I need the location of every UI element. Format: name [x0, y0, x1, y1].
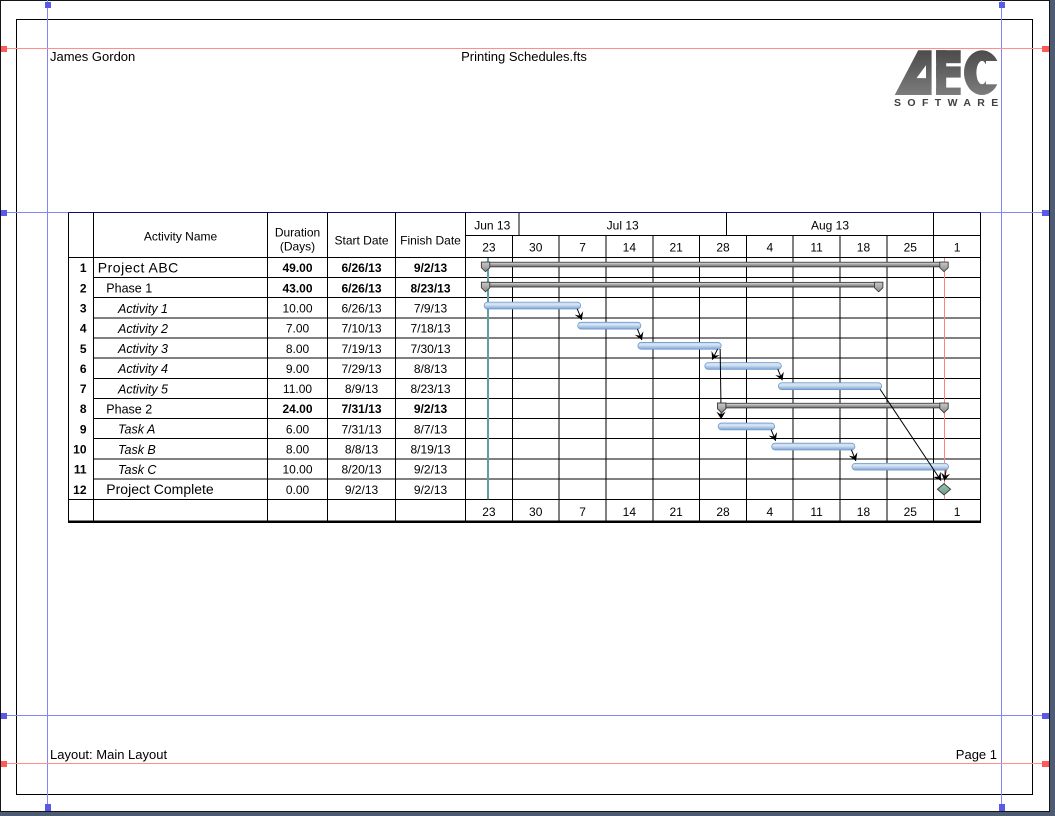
svg-text:11: 11 — [810, 505, 823, 519]
svg-text:25: 25 — [904, 505, 918, 519]
svg-text:8/19/13: 8/19/13 — [410, 443, 450, 457]
svg-text:7/29/13: 7/29/13 — [341, 362, 381, 376]
svg-text:Activity Name: Activity Name — [144, 230, 218, 244]
svg-text:7/30/13: 7/30/13 — [410, 342, 450, 356]
svg-text:11.00: 11.00 — [283, 382, 312, 396]
svg-text:Activity 5: Activity 5 — [117, 382, 168, 396]
svg-text:Jul 13: Jul 13 — [607, 219, 639, 233]
svg-text:23: 23 — [482, 241, 496, 255]
svg-text:23: 23 — [482, 505, 496, 519]
svg-text:Activity 2: Activity 2 — [117, 322, 168, 336]
svg-text:7: 7 — [80, 382, 87, 396]
svg-text:7/19/13: 7/19/13 — [341, 342, 381, 356]
svg-text:4: 4 — [766, 505, 773, 519]
svg-text:8/23/13: 8/23/13 — [410, 281, 450, 295]
svg-text:7/31/13: 7/31/13 — [341, 422, 381, 436]
svg-text:2: 2 — [80, 281, 87, 295]
svg-text:Task A: Task A — [118, 423, 155, 437]
svg-text:4: 4 — [766, 241, 773, 255]
svg-text:30: 30 — [529, 505, 543, 519]
svg-text:6/26/13: 6/26/13 — [341, 261, 381, 275]
svg-text:Task B: Task B — [118, 443, 156, 457]
svg-text:9/2/13: 9/2/13 — [414, 261, 448, 275]
svg-text:Activity 4: Activity 4 — [117, 362, 168, 376]
svg-text:8/23/13: 8/23/13 — [410, 382, 450, 396]
svg-text:8: 8 — [80, 402, 87, 416]
svg-text:9: 9 — [80, 422, 87, 436]
svg-text:8/8/13: 8/8/13 — [345, 443, 379, 457]
svg-text:Project Complete: Project Complete — [106, 481, 214, 497]
svg-text:12: 12 — [73, 483, 87, 497]
svg-text:6/26/13: 6/26/13 — [341, 281, 381, 295]
svg-text:7: 7 — [579, 241, 586, 255]
svg-text:7.00: 7.00 — [286, 322, 310, 336]
svg-text:Activity 1: Activity 1 — [117, 302, 168, 316]
svg-text:Duration: Duration — [275, 226, 320, 240]
svg-text:11: 11 — [74, 463, 87, 477]
svg-text:9/2/13: 9/2/13 — [414, 463, 448, 477]
svg-text:7/31/13: 7/31/13 — [341, 402, 381, 416]
svg-text:6.00: 6.00 — [286, 422, 310, 436]
svg-text:Phase 2: Phase 2 — [106, 403, 152, 417]
svg-text:Finish Date: Finish Date — [400, 234, 461, 248]
svg-text:3: 3 — [80, 301, 87, 315]
svg-text:28: 28 — [716, 505, 730, 519]
svg-text:1: 1 — [954, 505, 961, 519]
svg-text:7/9/13: 7/9/13 — [414, 301, 448, 315]
svg-text:18: 18 — [857, 241, 871, 255]
svg-text:9.00: 9.00 — [286, 362, 310, 376]
svg-text:7/10/13: 7/10/13 — [341, 322, 381, 336]
svg-text:1: 1 — [80, 261, 87, 275]
svg-text:21: 21 — [670, 505, 684, 519]
svg-text:(Days): (Days) — [280, 240, 315, 254]
svg-text:8.00: 8.00 — [286, 443, 310, 457]
svg-text:25: 25 — [904, 241, 918, 255]
svg-text:8.00: 8.00 — [286, 342, 310, 356]
svg-text:Activity 3: Activity 3 — [117, 342, 168, 356]
svg-text:14: 14 — [623, 241, 637, 255]
svg-text:10.00: 10.00 — [282, 301, 312, 315]
svg-text:Aug 13: Aug 13 — [811, 219, 849, 233]
svg-text:9/2/13: 9/2/13 — [414, 402, 448, 416]
svg-text:6: 6 — [80, 362, 87, 376]
svg-text:43.00: 43.00 — [282, 281, 312, 295]
svg-text:8/7/13: 8/7/13 — [414, 422, 448, 436]
svg-text:49.00: 49.00 — [282, 261, 312, 275]
svg-text:14: 14 — [623, 505, 637, 519]
svg-text:7/18/13: 7/18/13 — [410, 322, 450, 336]
svg-text:Jun 13: Jun 13 — [474, 219, 510, 233]
svg-text:Phase 1: Phase 1 — [106, 282, 152, 296]
svg-text:9/2/13: 9/2/13 — [345, 483, 379, 497]
svg-text:9/2/13: 9/2/13 — [414, 483, 448, 497]
svg-text:8/20/13: 8/20/13 — [341, 463, 381, 477]
svg-text:10.00: 10.00 — [282, 463, 312, 477]
svg-text:8/8/13: 8/8/13 — [414, 362, 448, 376]
svg-text:5: 5 — [80, 342, 87, 356]
svg-text:7: 7 — [579, 505, 586, 519]
svg-text:0.00: 0.00 — [286, 483, 310, 497]
svg-text:24.00: 24.00 — [282, 402, 312, 416]
svg-text:10: 10 — [73, 443, 87, 457]
svg-text:4: 4 — [80, 322, 87, 336]
svg-text:28: 28 — [716, 241, 730, 255]
svg-text:11: 11 — [810, 241, 823, 255]
svg-text:21: 21 — [670, 241, 684, 255]
svg-text:8/9/13: 8/9/13 — [345, 382, 379, 396]
svg-text:Task C: Task C — [118, 463, 157, 477]
svg-text:6/26/13: 6/26/13 — [341, 301, 381, 315]
svg-text:30: 30 — [529, 241, 543, 255]
svg-text:Start Date: Start Date — [334, 234, 388, 248]
svg-text:18: 18 — [857, 505, 871, 519]
svg-text:Project ABC: Project ABC — [98, 259, 179, 275]
svg-text:1: 1 — [954, 241, 961, 255]
